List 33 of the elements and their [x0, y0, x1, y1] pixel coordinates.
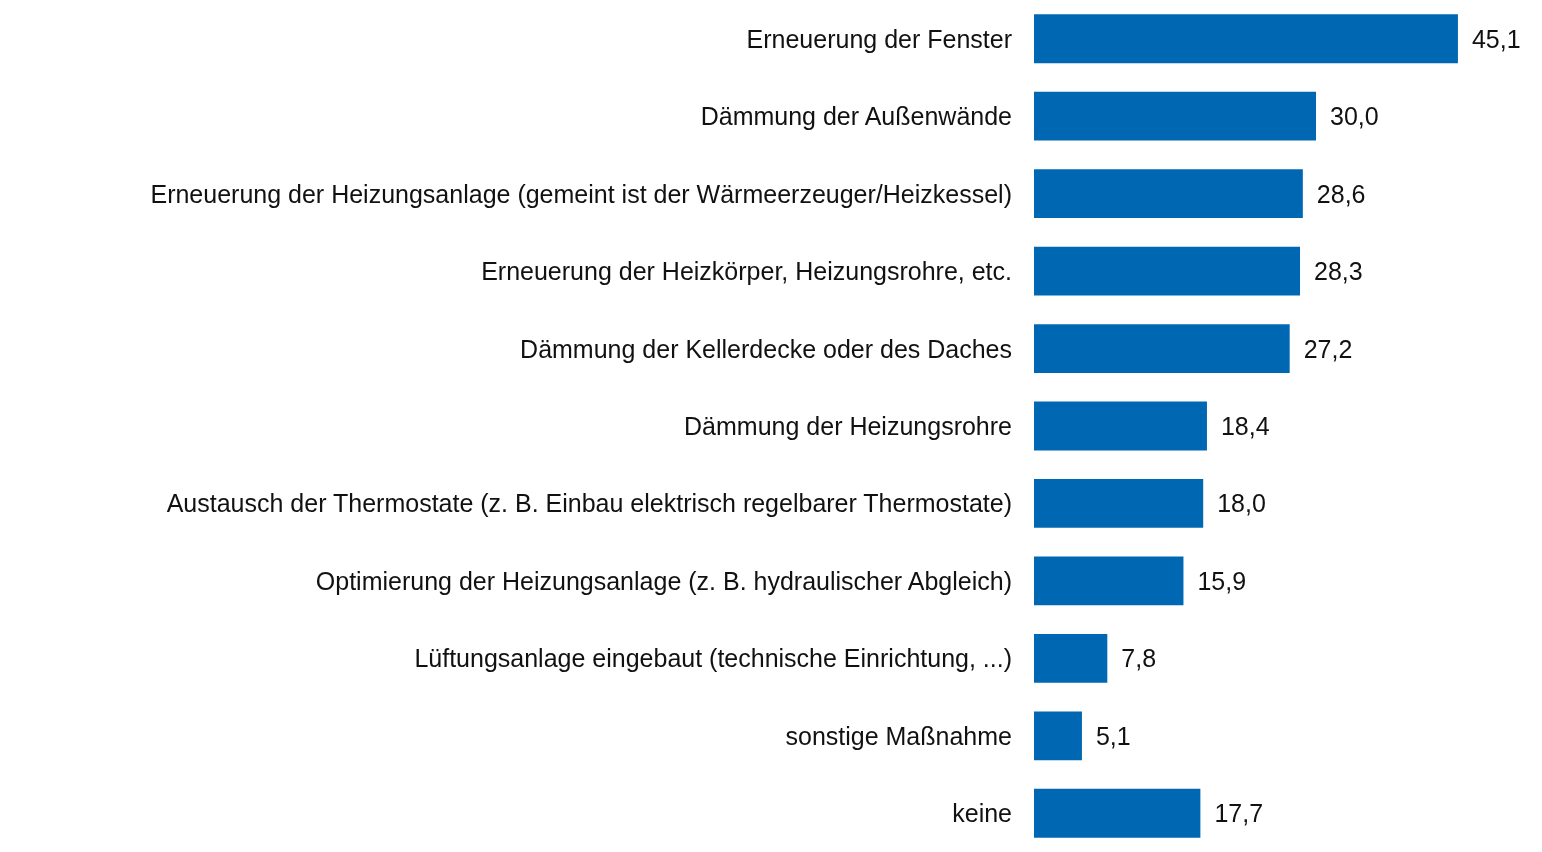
- bar: [1034, 91, 1316, 141]
- data-label: 15,9: [1197, 566, 1247, 595]
- bar: [1034, 556, 1184, 606]
- y-tick-label: Austausch der Thermostate (z. B. Einbau elektrisch regelbarer Thermostate): [166, 489, 1012, 518]
- y-tick-label: Erneuerung der Heizungsanlage (gemeint ist der Wärmeerzeuger/Heizkessel): [150, 179, 1012, 208]
- bar: [1034, 633, 1108, 683]
- data-label: 45,1: [1471, 24, 1521, 53]
- y-tick-label: Dämmung der Heizungsrohre: [684, 412, 1012, 440]
- y-tick-label: keine: [952, 799, 1012, 828]
- y-tick-label: Optimierung der Heizungsanlage (z. B. hydraulischer Abgleich): [315, 566, 1012, 595]
- bar: [1034, 246, 1301, 296]
- bar: [1034, 401, 1207, 451]
- data-label: 28,3: [1314, 257, 1363, 286]
- y-tick-label: Erneuerung der Heizkörper, Heizungsrohre, etc.: [481, 257, 1012, 286]
- y-tick-label: Dämmung der Kellerdecke oder des Daches: [520, 334, 1012, 363]
- bar: [1034, 788, 1201, 838]
- y-tick-label: Lüftungsanlage eingebaut (technische Einrichtung, ...): [414, 644, 1012, 673]
- bar: [1034, 324, 1290, 373]
- bar: [1034, 169, 1303, 219]
- data-label: 30,0: [1330, 102, 1379, 131]
- bar: [1034, 711, 1082, 761]
- data-label: 28,6: [1316, 179, 1366, 208]
- data-label: 17,7: [1214, 799, 1264, 828]
- y-tick-label: Erneuerung der Fenster: [746, 24, 1012, 53]
- data-label: 18,4: [1220, 412, 1270, 440]
- bar: [1034, 479, 1204, 528]
- y-tick-label: sonstige Maßnahme: [785, 721, 1012, 750]
- data-label: 27,2: [1303, 334, 1353, 363]
- data-label: 7,8: [1121, 644, 1157, 673]
- data-label: 5,1: [1095, 721, 1131, 750]
- bar: [1034, 14, 1458, 64]
- y-tick-label: Dämmung der Außenwände: [700, 102, 1012, 131]
- data-label: 18,0: [1217, 489, 1266, 518]
